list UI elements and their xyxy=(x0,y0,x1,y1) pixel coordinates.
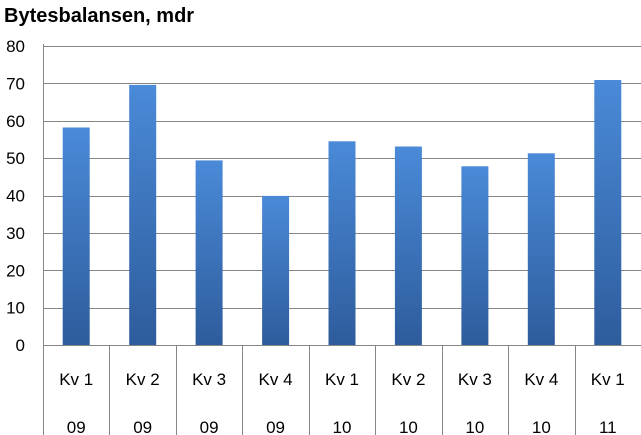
x-tick-label-quarter: Kv 3 xyxy=(458,370,492,389)
x-tick-label-year: 09 xyxy=(133,418,152,435)
y-tick-label: 60 xyxy=(6,112,25,131)
x-tick-label-quarter: Kv 2 xyxy=(126,370,160,389)
x-tick-label-year: 10 xyxy=(333,418,352,435)
x-tick-label-quarter: Kv 1 xyxy=(591,370,625,389)
bar xyxy=(328,141,356,345)
x-tick-label-quarter: Kv 3 xyxy=(192,370,226,389)
y-tick-label: 80 xyxy=(6,37,25,56)
y-tick-label: 10 xyxy=(6,299,25,318)
bar xyxy=(262,195,290,345)
x-tick-label-year: 10 xyxy=(465,418,484,435)
y-tick-label: 40 xyxy=(6,187,25,206)
chart-title: Bytesbalansen, mdr xyxy=(4,5,194,27)
x-tick-label-year: 09 xyxy=(266,418,285,435)
bar xyxy=(62,127,90,345)
y-tick-label: 50 xyxy=(6,149,25,168)
x-tick-label-year: 09 xyxy=(200,418,219,435)
x-tick-label-quarter: Kv 1 xyxy=(325,370,359,389)
y-tick-label: 70 xyxy=(6,74,25,93)
x-tick-label-year: 10 xyxy=(399,418,418,435)
bar xyxy=(527,153,555,345)
x-tick-label-year: 10 xyxy=(532,418,551,435)
bar xyxy=(594,80,622,345)
bar xyxy=(461,166,489,345)
bar xyxy=(129,84,157,346)
y-axis-tick-labels: 0 10 20 30 40 50 60 70 80 xyxy=(6,37,25,355)
x-tick-label-quarter: Kv 1 xyxy=(59,370,93,389)
bar xyxy=(195,160,223,345)
y-tick-label: 20 xyxy=(6,261,25,280)
x-tick-label-year: 09 xyxy=(67,418,86,435)
x-tick-label-quarter: Kv 2 xyxy=(391,370,425,389)
x-tick-label-quarter: Kv 4 xyxy=(524,370,558,389)
x-axis xyxy=(43,44,641,435)
bar xyxy=(394,146,422,345)
y-tick-label: 0 xyxy=(16,336,25,355)
x-tick-label-year: 11 xyxy=(599,418,617,435)
x-axis-category-labels: Kv 1 09 Kv 2 09 Kv 3 09 Kv 4 09 Kv 1 10 Kv 2 10 Kv 3… xyxy=(59,370,625,435)
x-tick-label-quarter: Kv 4 xyxy=(259,370,293,389)
y-tick-label: 30 xyxy=(6,224,25,243)
bars xyxy=(62,80,622,346)
